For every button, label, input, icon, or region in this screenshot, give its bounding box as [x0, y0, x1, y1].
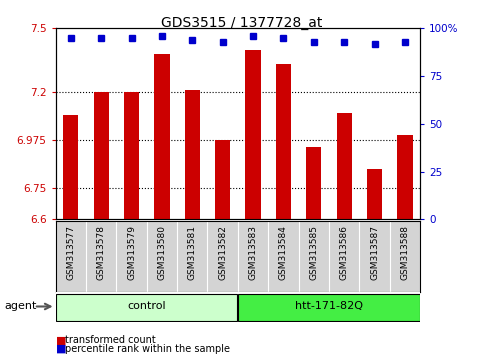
Text: GSM313578: GSM313578	[97, 225, 106, 280]
Bar	[306, 147, 322, 219]
Bar	[276, 64, 291, 219]
Text: GSM313580: GSM313580	[157, 225, 167, 280]
Text: agent: agent	[5, 302, 37, 312]
Bar	[337, 113, 352, 219]
Text: GSM313582: GSM313582	[218, 225, 227, 280]
Text: GSM313586: GSM313586	[340, 225, 349, 280]
Text: htt-171-82Q: htt-171-82Q	[295, 302, 363, 312]
Text: GSM313581: GSM313581	[188, 225, 197, 280]
Bar	[398, 135, 412, 219]
Text: GSM313585: GSM313585	[309, 225, 318, 280]
Bar	[63, 115, 78, 219]
Bar	[185, 90, 200, 219]
Text: control: control	[128, 302, 166, 312]
Bar	[215, 140, 230, 219]
Text: GSM313577: GSM313577	[66, 225, 75, 280]
Text: percentile rank within the sample: percentile rank within the sample	[65, 344, 230, 354]
Bar	[245, 50, 261, 219]
Text: GSM313587: GSM313587	[370, 225, 379, 280]
Text: GSM313588: GSM313588	[400, 225, 410, 280]
Text: GSM313583: GSM313583	[249, 225, 257, 280]
Text: ■: ■	[56, 335, 66, 345]
Bar	[367, 169, 382, 219]
Bar	[94, 92, 109, 219]
FancyBboxPatch shape	[239, 293, 420, 321]
Bar	[154, 54, 170, 219]
Text: GSM313584: GSM313584	[279, 225, 288, 280]
Bar	[124, 92, 139, 219]
Text: ■: ■	[56, 344, 66, 354]
Text: GDS3515 / 1377728_at: GDS3515 / 1377728_at	[161, 16, 322, 30]
Text: transformed count: transformed count	[65, 335, 156, 345]
Text: GSM313579: GSM313579	[127, 225, 136, 280]
FancyBboxPatch shape	[56, 293, 237, 321]
